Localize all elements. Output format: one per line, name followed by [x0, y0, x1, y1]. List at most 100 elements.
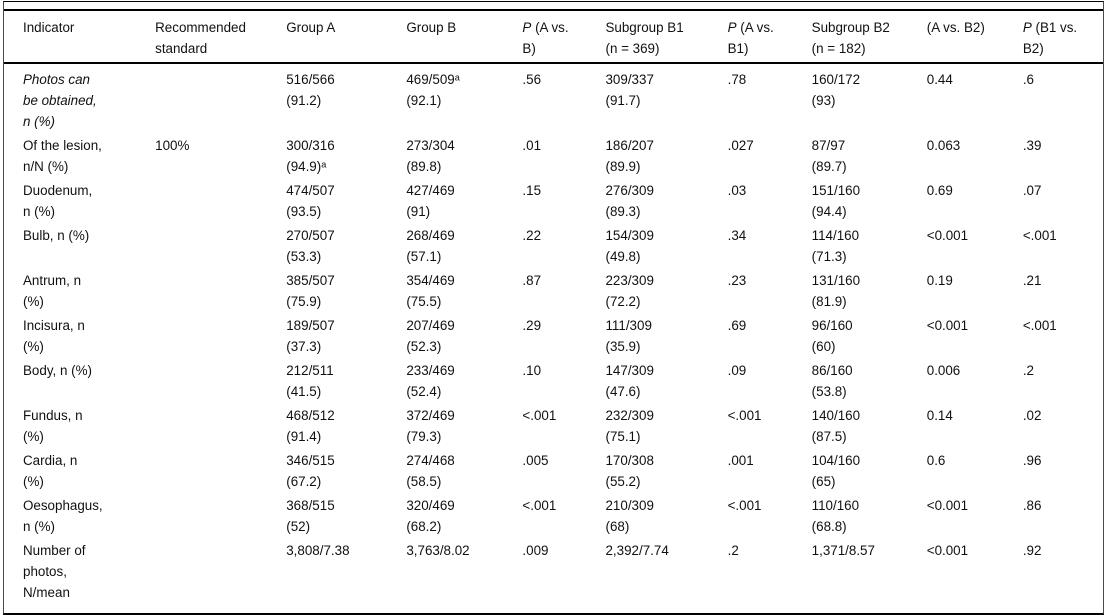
- cell-group-b: 207/469 (52.3): [406, 318, 455, 354]
- cell-p-b1-vs-b2: .39: [1022, 138, 1042, 153]
- column-header-label: (A vs. B2): [926, 20, 985, 35]
- cell-p-b1-vs-b2: <.001: [1022, 228, 1057, 243]
- cell-group-b: 268/469 (57.1): [406, 228, 455, 264]
- cell-subgroup-b1: 2,392/7.74: [605, 543, 669, 558]
- cell-p-a-vs-b: .10: [522, 363, 542, 378]
- cell-p-a-vs-b: .56: [522, 72, 542, 87]
- cell-subgroup-b1: 309/337 (91.7): [605, 72, 654, 108]
- cell-a-vs-b2: 0.063: [926, 138, 961, 153]
- table-row: Bulb, n (%) 270/507 (53.3) 268/469 (57.1…: [4, 224, 1103, 269]
- column-header-label: Subgroup B1 (n = 369): [605, 20, 684, 56]
- cell-subgroup-b1: 232/309 (75.1): [605, 408, 654, 444]
- cell-p-b1-vs-b2: .21: [1022, 273, 1042, 288]
- cell-recommended-standard: [155, 539, 286, 613]
- cell-subgroup-b1: 210/309 (68): [605, 498, 654, 534]
- cell-p-b1-vs-b2: .86: [1022, 498, 1042, 513]
- cell-p-a-vs-b1: .001: [727, 453, 754, 468]
- cell-subgroup-b2: 104/160 (65): [811, 453, 861, 489]
- column-header-label: (B1 vs. B2): [1022, 20, 1078, 56]
- cell-indicator: Oesophagus, n (%): [23, 498, 103, 534]
- table-row: Number of photos, N/mean 3,808/7.38 3,76…: [4, 539, 1103, 613]
- column-header-indicator: Indicator: [4, 10, 156, 64]
- p-symbol: P: [522, 20, 532, 35]
- cell-subgroup-b2: 96/160 (60): [811, 318, 853, 354]
- cell-group-b: 469/509ᵃ (92.1): [406, 72, 460, 108]
- cell-a-vs-b2: 0.69: [926, 183, 953, 198]
- cell-group-a: 474/507 (93.5): [286, 183, 335, 219]
- table-row: Duodenum, n (%) 474/507 (93.5) 427/469 (…: [4, 179, 1103, 224]
- column-header-label: Recommended standard: [155, 20, 246, 56]
- cell-indicator: Photos can be obtained, n (%): [23, 72, 97, 129]
- cell-p-a-vs-b: .005: [522, 453, 549, 468]
- table-row: Fundus, n (%) 468/512 (91.4) 372/469 (79…: [4, 404, 1103, 449]
- cell-p-b1-vs-b2: .07: [1022, 183, 1042, 198]
- cell-p-b1-vs-b2: .92: [1022, 543, 1042, 558]
- table-container: Indicator Recommended standard Group A G…: [3, 1, 1104, 615]
- cell-group-a: 189/507 (37.3): [286, 318, 335, 354]
- cell-group-b: 372/469 (79.3): [406, 408, 455, 444]
- table-row: Oesophagus, n (%) 368/515 (52) 320/469 (…: [4, 494, 1103, 539]
- cell-recommended-standard: [155, 269, 286, 314]
- cell-p-a-vs-b1: .69: [727, 318, 747, 333]
- cell-group-b: 427/469 (91): [406, 183, 455, 219]
- cell-a-vs-b2: 0.006: [926, 363, 961, 378]
- cell-p-a-vs-b1: .2: [727, 543, 739, 558]
- cell-a-vs-b2: <0.001: [926, 228, 969, 243]
- cell-p-a-vs-b1: .78: [727, 72, 747, 87]
- cell-subgroup-b1: 223/309 (72.2): [605, 273, 654, 309]
- cell-p-a-vs-b: .87: [522, 273, 542, 288]
- cell-group-b: 320/469 (68.2): [406, 498, 455, 534]
- cell-indicator: Antrum, n (%): [23, 273, 82, 309]
- cell-group-b: 3,763/8.02: [406, 543, 470, 558]
- column-header-label: Group B: [406, 20, 457, 35]
- column-header-subgroup-b1: Subgroup B1 (n = 369): [605, 10, 728, 64]
- cell-group-a: 368/515 (52): [286, 498, 335, 534]
- indicators-comparison-table: Indicator Recommended standard Group A G…: [4, 9, 1103, 613]
- cell-subgroup-b2: 87/97 (89.7): [811, 138, 847, 174]
- cell-recommended-standard: [155, 63, 286, 134]
- cell-recommended-standard: 100%: [155, 138, 190, 153]
- cell-a-vs-b2: <0.001: [926, 498, 969, 513]
- header-row: Indicator Recommended standard Group A G…: [4, 10, 1103, 64]
- cell-subgroup-b1: 154/309 (49.8): [605, 228, 654, 264]
- cell-p-b1-vs-b2: .6: [1022, 72, 1034, 87]
- cell-a-vs-b2: 0.6: [926, 453, 946, 468]
- column-header-label: (A vs. B1): [727, 20, 774, 56]
- cell-recommended-standard: [155, 404, 286, 449]
- cell-a-vs-b2: 0.44: [926, 72, 953, 87]
- cell-p-a-vs-b1: .34: [727, 228, 747, 243]
- cell-group-a: 300/316 (94.9)ᵃ: [286, 138, 335, 174]
- cell-indicator: Of the lesion, n/N (%): [23, 138, 102, 174]
- cell-subgroup-b2: 86/160 (53.8): [811, 363, 853, 399]
- cell-group-b: 273/304 (89.8): [406, 138, 455, 174]
- cell-recommended-standard: [155, 224, 286, 269]
- cell-subgroup-b1: 276/309 (89.3): [605, 183, 654, 219]
- cell-subgroup-b1: 186/207 (89.9): [605, 138, 654, 174]
- cell-p-a-vs-b: .15: [522, 183, 542, 198]
- cell-subgroup-b2: 160/172 (93): [811, 72, 861, 108]
- table-row: Incisura, n (%) 189/507 (37.3) 207/469 (…: [4, 314, 1103, 359]
- cell-recommended-standard: [155, 314, 286, 359]
- cell-indicator: Cardia, n (%): [23, 453, 78, 489]
- cell-p-b1-vs-b2: <.001: [1022, 318, 1057, 333]
- cell-recommended-standard: [155, 449, 286, 494]
- cell-recommended-standard: [155, 359, 286, 404]
- cell-p-a-vs-b: .29: [522, 318, 542, 333]
- cell-group-b: 354/469 (75.5): [406, 273, 455, 309]
- cell-p-b1-vs-b2: .02: [1022, 408, 1042, 423]
- cell-group-a: 516/566 (91.2): [286, 72, 335, 108]
- column-header-p-b1-vs-b2: P (B1 vs. B2): [1022, 10, 1103, 64]
- cell-indicator: Body, n (%): [23, 363, 92, 378]
- cell-p-a-vs-b: <.001: [522, 498, 557, 513]
- column-header-label: Group A: [286, 20, 336, 35]
- cell-p-b1-vs-b2: .2: [1022, 363, 1034, 378]
- column-header-label: (A vs. B): [522, 20, 569, 56]
- cell-group-b: 233/469 (52.4): [406, 363, 455, 399]
- cell-subgroup-b1: 147/309 (47.6): [605, 363, 654, 399]
- cell-p-a-vs-b1: .027: [727, 138, 754, 153]
- cell-p-b1-vs-b2: .96: [1022, 453, 1042, 468]
- cell-p-a-vs-b: .01: [522, 138, 542, 153]
- cell-indicator: Incisura, n (%): [23, 318, 85, 354]
- column-header-p-a-vs-b1: P (A vs. B1): [727, 10, 812, 64]
- cell-recommended-standard: [155, 179, 286, 224]
